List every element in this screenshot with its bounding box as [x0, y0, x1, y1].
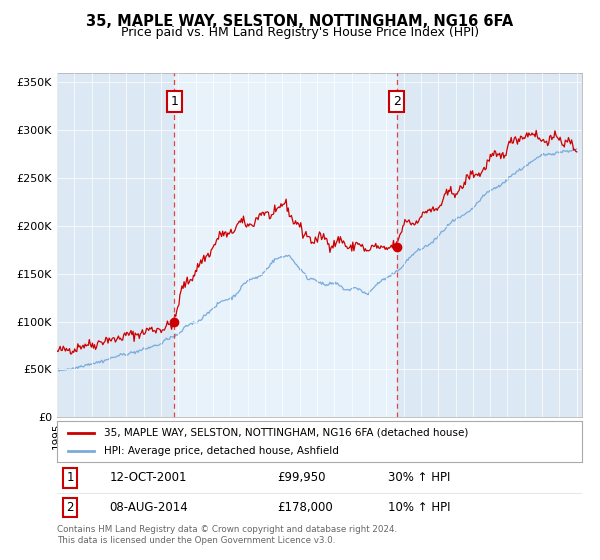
Text: Price paid vs. HM Land Registry's House Price Index (HPI): Price paid vs. HM Land Registry's House …	[121, 26, 479, 39]
Text: £178,000: £178,000	[277, 501, 333, 514]
Bar	[175, 73, 397, 417]
Text: 1: 1	[67, 472, 74, 484]
Text: £99,950: £99,950	[277, 472, 326, 484]
Text: 35, MAPLE WAY, SELSTON, NOTTINGHAM, NG16 6FA: 35, MAPLE WAY, SELSTON, NOTTINGHAM, NG16…	[86, 14, 514, 29]
Text: 30% ↑ HPI: 30% ↑ HPI	[388, 472, 450, 484]
Text: 08-AUG-2014: 08-AUG-2014	[110, 501, 188, 514]
Text: HPI: Average price, detached house, Ashfield: HPI: Average price, detached house, Ashf…	[104, 446, 339, 455]
Text: 35, MAPLE WAY, SELSTON, NOTTINGHAM, NG16 6FA (detached house): 35, MAPLE WAY, SELSTON, NOTTINGHAM, NG16…	[104, 428, 469, 437]
Text: 10% ↑ HPI: 10% ↑ HPI	[388, 501, 450, 514]
Text: 12-OCT-2001: 12-OCT-2001	[110, 472, 187, 484]
Text: Contains HM Land Registry data © Crown copyright and database right 2024.
This d: Contains HM Land Registry data © Crown c…	[57, 525, 397, 545]
Text: 2: 2	[392, 95, 401, 108]
Text: 2: 2	[67, 501, 74, 514]
Text: 1: 1	[170, 95, 178, 108]
